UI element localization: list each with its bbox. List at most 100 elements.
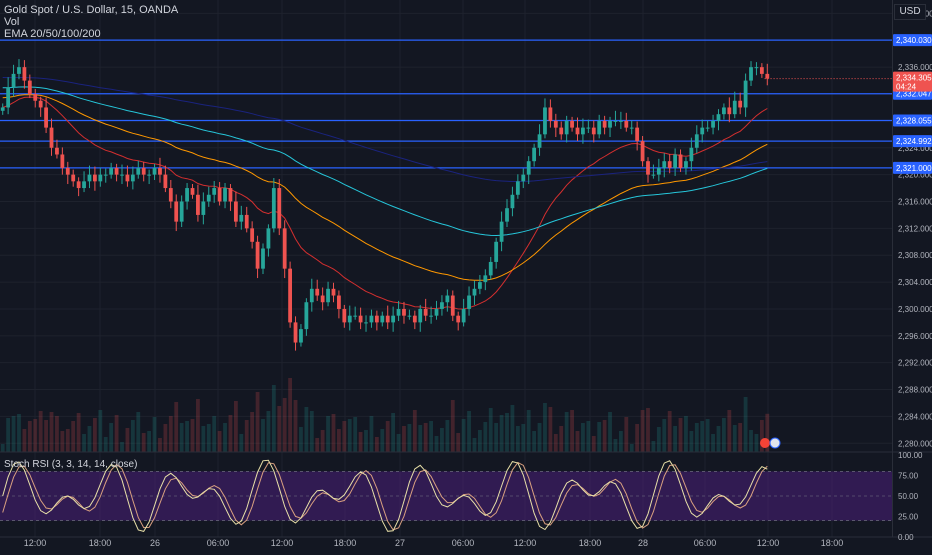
stoch-tick-label: 75.00 <box>898 472 919 481</box>
lightning-icon[interactable] <box>760 438 770 448</box>
candle-body <box>82 181 86 189</box>
volume-bar <box>575 431 580 452</box>
ema-line-ema-200 <box>2 77 768 182</box>
volume-bar <box>33 419 38 452</box>
time-tick-label: 06:00 <box>452 538 475 548</box>
stoch-tick-label: 100.00 <box>898 451 923 460</box>
candle-body <box>418 308 423 323</box>
candle-body <box>282 228 287 269</box>
candle-body <box>656 167 661 175</box>
candle-body <box>353 315 358 317</box>
volume-bar <box>586 421 591 452</box>
candle-body <box>163 174 168 189</box>
volume-bar <box>402 426 406 452</box>
price-tick-label: 2,292.000 <box>898 359 932 368</box>
candle-body <box>526 161 531 175</box>
volume-bar <box>228 415 233 452</box>
candle-body <box>396 308 401 316</box>
volume-bar <box>385 421 390 452</box>
candle-body <box>732 100 737 115</box>
stoch-rsi-label[interactable]: Stoch RSI (3, 3, 14, 14, close) <box>4 459 138 470</box>
volume-bar <box>136 412 141 452</box>
candle-body <box>597 120 602 135</box>
candle-body <box>407 315 412 317</box>
candle-body <box>190 188 195 195</box>
candle-body <box>564 120 569 135</box>
volume-bar <box>380 429 385 452</box>
candle-body <box>141 167 146 175</box>
candle-body <box>646 161 650 175</box>
time-tick-label: 18:00 <box>821 538 844 548</box>
volume-bar <box>49 412 54 452</box>
volume-bar <box>130 420 135 452</box>
volume-bar <box>309 411 314 452</box>
candle-body <box>678 154 683 168</box>
volume-bar <box>483 422 488 452</box>
candle-body <box>553 120 558 128</box>
stoch-tick-label: 50.00 <box>898 492 919 501</box>
stoch-tick-label: 0.00 <box>898 533 914 542</box>
time-tick-label: 12:00 <box>514 538 537 548</box>
candle-body <box>261 248 265 269</box>
volume-bar <box>87 426 92 452</box>
ema-label[interactable]: EMA 20/50/100/200 <box>4 28 101 40</box>
candle-body <box>743 80 748 108</box>
price-tick-label: 2,288.000 <box>898 386 932 395</box>
volume-bar <box>559 426 564 452</box>
price-level-label: 2,324.992 <box>896 137 932 146</box>
volume-bar <box>732 425 737 452</box>
volume-bar <box>315 438 320 452</box>
price-level-tag <box>893 114 932 127</box>
candle-body <box>304 302 309 330</box>
volume-bar <box>17 414 21 452</box>
volume-bar <box>326 416 330 452</box>
candle-body <box>98 174 103 182</box>
candle-body <box>152 167 157 175</box>
volume-bar <box>76 413 81 452</box>
candle-body <box>244 214 249 229</box>
us-flag-icon[interactable] <box>769 437 781 449</box>
candle-body <box>255 241 260 269</box>
candle-body <box>114 167 119 175</box>
stoch-d-line <box>2 461 768 531</box>
candle-body <box>618 120 623 122</box>
candle-body <box>331 288 336 296</box>
volume-bar <box>412 410 417 452</box>
candle-body <box>87 174 92 182</box>
candle-body <box>65 167 70 175</box>
volume-bar <box>271 385 276 452</box>
time-tick-label: 06:00 <box>207 538 230 548</box>
candle-body <box>537 134 542 148</box>
current-price-label: 2,334.305 <box>896 74 932 83</box>
candle-body <box>374 315 379 323</box>
symbol-title[interactable]: Gold Spot / U.S. Dollar, 15, OANDA <box>4 4 179 16</box>
candle-body <box>727 107 732 115</box>
volume-bar <box>201 426 206 452</box>
price-tick-label: 2,312.000 <box>898 224 932 233</box>
ema-line-ema-100 <box>2 86 768 237</box>
price-level-label: 2,321.000 <box>896 164 932 173</box>
candle-body <box>510 194 515 209</box>
candle-body <box>450 295 455 316</box>
candle-body <box>765 73 770 79</box>
volume-bar <box>749 430 753 452</box>
candle-body <box>337 295 341 309</box>
candle-body <box>44 107 48 128</box>
ema-line-ema-50 <box>2 94 768 281</box>
time-tick-label: 18:00 <box>579 538 602 548</box>
volume-bar <box>82 434 86 452</box>
volume-bar <box>456 433 461 452</box>
candle-body <box>60 154 65 168</box>
price-level-label: 2,328.055 <box>896 117 932 126</box>
volume-bar <box>662 419 667 452</box>
candle-body <box>239 214 244 222</box>
candle-body <box>445 295 450 303</box>
currency-button[interactable]: USD <box>894 4 926 20</box>
candle-body <box>483 275 488 283</box>
volume-bar <box>765 413 770 452</box>
volume-bar <box>174 402 179 452</box>
volume-label[interactable]: Vol <box>4 16 20 28</box>
volume-bar <box>163 424 168 452</box>
